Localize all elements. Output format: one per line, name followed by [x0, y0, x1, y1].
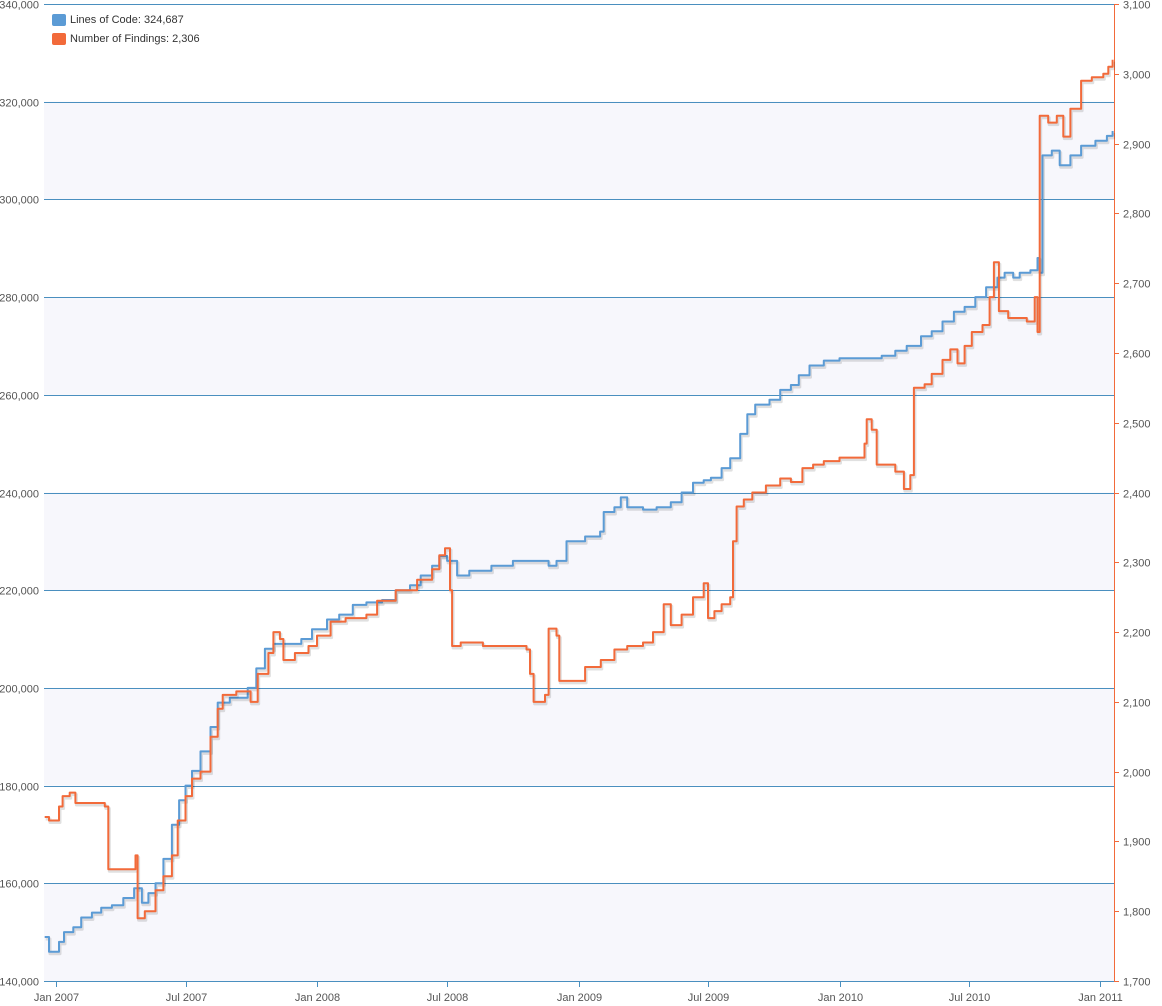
gridlines	[44, 4, 1114, 982]
x-tick-label: Jan 2011	[1078, 992, 1122, 1004]
y-left-tick-label: 200,000	[0, 684, 39, 696]
x-tick-label: Jan 2010	[818, 992, 863, 1004]
y-right-tick-label: 1,700	[1123, 977, 1151, 989]
y-left-tick-label: 340,000	[0, 0, 39, 12]
y-right-tick-label: 2,000	[1123, 768, 1151, 780]
series-line-lines-of-code[interactable]	[44, 131, 1114, 953]
x-tick-label: Jul 2008	[427, 992, 469, 1004]
y-left-tick-label: 140,000	[0, 977, 39, 989]
y-right-tick-label: 2,400	[1123, 489, 1151, 501]
y-right-tick-label: 1,900	[1123, 837, 1151, 849]
x-tick-label: Jan 2008	[295, 992, 340, 1004]
legend-label-number-of-findings: Number of Findings: 2,306	[70, 32, 200, 45]
y-right-tick-label: 3,100	[1123, 0, 1151, 12]
y-left-tick-label: 300,000	[0, 195, 39, 207]
y-right-tick-label: 2,100	[1123, 698, 1151, 710]
y-left-tick-label: 280,000	[0, 293, 39, 305]
legend-item-number-of-findings[interactable]: Number of Findings: 2,306	[52, 29, 200, 48]
legend-swatch-lines-of-code	[52, 13, 66, 26]
x-tick-label: Jan 2009	[557, 992, 602, 1004]
y-axis-left-labels: 140,000 160,000 180,000 200,000 220,000 240,0…	[0, 0, 39, 989]
plot-band	[44, 297, 1114, 395]
y-left-tick-label: 320,000	[0, 98, 39, 110]
x-tick-label: Jul 2007	[166, 992, 208, 1004]
legend-swatch-number-of-findings	[52, 32, 66, 45]
y-axis-right: 1,700 1,800 1,900 2,000 2,100 2,200 2,300 2,400…	[1114, 0, 1151, 989]
y-right-tick-label: 2,200	[1123, 628, 1151, 640]
plot-bands	[44, 101, 1114, 981]
y-right-tick-label: 2,700	[1123, 279, 1151, 291]
legend-label-lines-of-code: Lines of Code: 324,687	[70, 13, 184, 26]
y-right-tick-label: 2,900	[1123, 140, 1151, 152]
x-tick-label: Jan 2007	[34, 992, 79, 1004]
y-right-tick-label: 2,300	[1123, 558, 1151, 570]
y-left-tick-label: 160,000	[0, 879, 39, 891]
y-left-tick-label: 220,000	[0, 586, 39, 598]
y-right-tick-label: 1,800	[1123, 907, 1151, 919]
series-layer	[44, 59, 1116, 956]
y-right-tick-label: 3,000	[1123, 70, 1151, 82]
y-left-tick-label: 240,000	[0, 489, 39, 501]
y-left-tick-label: 260,000	[0, 391, 39, 403]
x-tick-label: Jul 2009	[688, 992, 730, 1004]
plot-band	[44, 101, 1114, 200]
series-line-number-of-findings[interactable]	[44, 59, 1114, 920]
y-right-tick-label: 2,600	[1123, 349, 1151, 361]
y-left-tick-label: 180,000	[0, 782, 39, 794]
legend-item-lines-of-code[interactable]: Lines of Code: 324,687	[52, 10, 200, 29]
y-right-tick-label: 2,800	[1123, 209, 1151, 221]
x-tick-label: Jul 2010	[949, 992, 991, 1004]
y-right-tick-label: 2,500	[1123, 419, 1151, 431]
x-axis: Jan 2007 Jul 2007 Jan 2008 Jul 2008 Jan 2009…	[34, 981, 1123, 1004]
plot-band	[44, 883, 1114, 981]
legend: Lines of Code: 324,687 Number of Finding…	[52, 10, 200, 48]
